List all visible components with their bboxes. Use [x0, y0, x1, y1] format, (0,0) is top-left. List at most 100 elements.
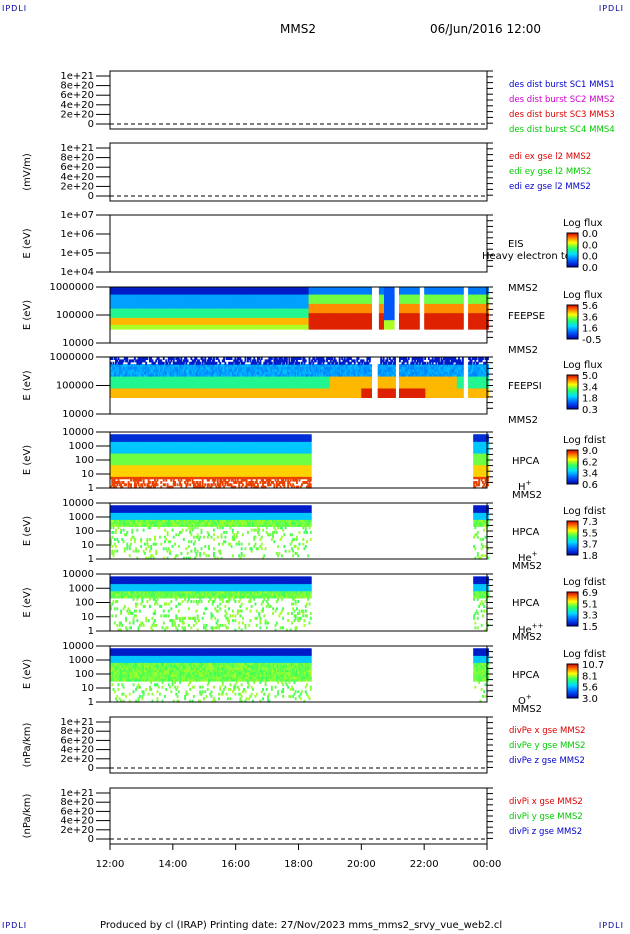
spectrogram-cell	[230, 303, 233, 307]
spectrogram-cell	[155, 315, 158, 318]
spectrogram-cell	[258, 305, 261, 309]
spectrogram-cell	[137, 301, 140, 304]
spectrogram-cell	[151, 308, 154, 311]
spectrogram-cell	[185, 315, 188, 318]
spectrogram-cell	[149, 287, 151, 290]
spectrogram-cell	[268, 326, 271, 330]
spectrogram-cell	[253, 296, 256, 300]
spectrogram-cell	[130, 291, 132, 295]
spectrogram-cell	[218, 287, 220, 290]
spectrogram-cell	[170, 317, 173, 321]
spectrogram-cell	[147, 303, 150, 307]
spectrogram-cell	[131, 294, 134, 297]
spectrogram-cell	[211, 298, 214, 302]
spectrogram-cell	[228, 294, 230, 297]
spectrogram-cell	[155, 305, 158, 309]
spectrogram-cell	[234, 319, 237, 323]
spectrogram-cell	[228, 308, 230, 311]
spectrogram-cell	[138, 310, 141, 314]
spectrogram-cell	[190, 287, 193, 290]
spectrogram-cell	[204, 289, 207, 293]
spectrogram-cell	[157, 303, 160, 307]
y-tick-label: 2e+20	[60, 181, 94, 192]
spectrogram-cell	[203, 296, 205, 300]
spectrogram-cell	[192, 296, 195, 300]
spectrogram-cell	[205, 315, 208, 318]
spectrogram-cell	[206, 289, 209, 293]
spectrogram-cell	[122, 324, 125, 328]
spectrogram-cell	[127, 289, 130, 293]
spectrogram-cell	[157, 305, 160, 309]
spectrogram-cell	[242, 312, 244, 316]
spectrogram-cell	[123, 324, 126, 328]
spectrogram-cell	[262, 317, 264, 321]
spectrogram-cell	[235, 324, 238, 328]
spectrogram-cell	[191, 326, 194, 330]
spectrogram-cell	[226, 319, 229, 323]
spectrogram-cell	[216, 291, 219, 295]
spectrogram-cell	[161, 310, 164, 314]
spectrogram-cell	[120, 324, 122, 328]
spectrogram-cell	[224, 289, 227, 293]
spectrogram-cell	[147, 294, 150, 297]
y-tick-label: 6e+20	[60, 162, 94, 173]
spectrogram-cell	[260, 326, 263, 330]
spectrogram-cell	[200, 305, 203, 309]
spectrogram-cell	[122, 301, 125, 304]
spectrogram-cell	[234, 303, 237, 307]
spectrogram-cell	[229, 294, 232, 297]
spectrogram-cell	[115, 319, 117, 323]
spectrogram-cell	[171, 324, 174, 328]
spectrogram-cell	[184, 326, 186, 330]
spectrogram-cell	[161, 319, 164, 323]
spectrogram-cell	[201, 322, 204, 325]
spectrogram-cell	[130, 322, 132, 325]
spectrogram-cell	[260, 305, 263, 309]
spectrogram-cell	[247, 315, 249, 318]
spectrogram-cell	[125, 317, 127, 321]
spectrogram-cell	[160, 294, 163, 297]
spectrogram-cell	[190, 319, 193, 323]
spectrogram-cell	[228, 301, 230, 304]
spectrogram-cell	[234, 322, 237, 325]
spectrogram-cell	[225, 322, 228, 325]
spectrogram-cell	[166, 315, 169, 318]
spectrogram-cell	[111, 303, 114, 307]
spectrogram-cell	[226, 298, 229, 302]
spectrogram-cell	[180, 301, 183, 304]
spectrogram-cell	[267, 315, 269, 318]
spectrogram-cell	[213, 291, 215, 295]
spectrogram-cell	[182, 324, 185, 328]
spectrogram-cell	[247, 324, 249, 328]
spectrogram-cell	[214, 305, 217, 309]
spectrogram-cell	[128, 315, 131, 318]
spectrogram-cell	[253, 317, 256, 321]
spectrogram-cell	[189, 294, 192, 297]
spectrogram-cell	[150, 317, 153, 321]
spectrogram-cell	[216, 319, 219, 323]
spectrogram-cell	[127, 291, 130, 295]
spectrogram-cell	[196, 294, 199, 297]
spectrogram-cell	[142, 301, 145, 304]
spectrogram-cell	[198, 317, 200, 321]
spectrogram-cell	[247, 317, 249, 321]
spectrogram-cell	[196, 310, 199, 314]
spectrogram-cell	[205, 289, 208, 293]
spectrogram-cell	[140, 291, 143, 295]
spectrogram-cell	[115, 322, 117, 325]
y-tick-label: 1e+07	[60, 210, 94, 221]
spectrogram-cell	[111, 326, 114, 330]
spectrogram-cell	[260, 291, 263, 295]
spectrogram-cell	[231, 294, 234, 297]
spectrogram-cell	[258, 289, 261, 293]
spectrogram-cell	[248, 310, 251, 314]
spectrogram-cell	[215, 301, 218, 304]
spectrogram-cell	[135, 287, 137, 290]
spectrogram-cell	[231, 296, 234, 300]
spectrogram-cell	[236, 294, 239, 297]
spectrogram-cell	[211, 322, 214, 325]
spectrogram-cell	[235, 296, 238, 300]
spectrogram-cell	[166, 305, 169, 309]
y-tick-label: 1e+05	[60, 248, 94, 259]
spectrogram-cell	[255, 303, 258, 307]
